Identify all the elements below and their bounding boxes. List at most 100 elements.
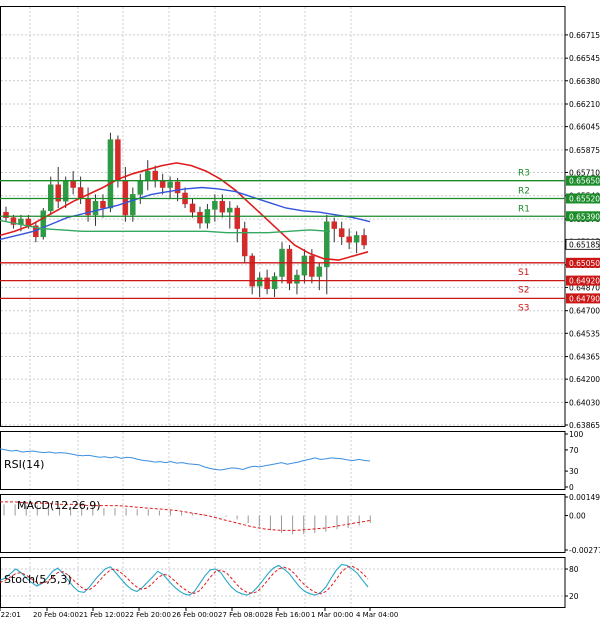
macd-panel: 0.001493 0.00 -0.002775 MACD(12,26,9)	[0, 493, 600, 555]
candle-bull	[227, 207, 233, 213]
price-tick-label: 0.64030	[569, 398, 600, 407]
candle-bear	[264, 277, 270, 290]
rsi-tick-label: 0	[569, 483, 574, 492]
candle-bear	[219, 200, 226, 213]
candle-bear	[122, 180, 129, 216]
level-price-label: 0.65520	[569, 194, 600, 203]
price-tick-label: 0.63865	[569, 421, 600, 430]
candle-bull	[324, 221, 330, 268]
x-tick-label: 28 Feb 16:00	[264, 611, 310, 619]
candle-bull	[92, 200, 99, 216]
x-tick-label: 4 Mar 04:00	[356, 611, 398, 619]
candle-bull	[144, 170, 151, 181]
candle-bear	[249, 255, 255, 287]
price-tick-label: 0.65710	[569, 168, 600, 177]
candle-bear	[241, 228, 248, 257]
price-tick-label: 0.64535	[569, 329, 600, 338]
candle-bull	[316, 266, 323, 277]
level-name-s3: S3	[518, 303, 529, 313]
candle-bear	[10, 217, 17, 225]
x-tick-label: 1 Mar 00:00	[311, 611, 353, 619]
x-tick-label: 22 Feb 20:00	[125, 611, 171, 619]
rsi-tick-label: 70	[569, 446, 579, 455]
candle-bull	[353, 235, 360, 243]
ma-long-line	[0, 219, 331, 234]
stoch-frame	[0, 557, 566, 608]
candle-bear	[174, 181, 181, 194]
current-price-box	[565, 238, 600, 250]
macd-frame	[0, 494, 566, 553]
candle-bear	[338, 228, 345, 238]
level-price-box	[566, 293, 600, 304]
level-price-box	[566, 275, 600, 286]
level-price-box	[566, 175, 600, 186]
level-price-box	[566, 257, 600, 268]
level-name-r2: R2	[518, 186, 530, 196]
level-name-r1: R1	[518, 204, 530, 214]
macd-tick-label: 0.001493	[569, 493, 600, 502]
stoch-signal-line	[0, 565, 369, 595]
candle-bull	[271, 276, 278, 290]
x-tick-label: 27 Feb 08:00	[218, 611, 264, 619]
rsi-tick-label: 30	[569, 467, 579, 476]
price-tick-label: 0.64700	[569, 307, 600, 316]
candle-bear	[152, 170, 158, 181]
candle-bull	[137, 180, 144, 195]
price-tick-label: 0.64200	[569, 375, 600, 384]
price-tick-label: 0.66045	[569, 123, 600, 132]
candle-bull	[294, 274, 300, 284]
candle-bear	[197, 211, 203, 224]
macd-label: MACD(12,26,9)	[17, 499, 101, 512]
x-tick-label: 21 Feb 12:00	[79, 611, 125, 619]
level-price-label: 0.64920	[569, 277, 600, 286]
macd-tick-label: 0.00	[569, 512, 586, 521]
candle-bear	[159, 180, 166, 188]
price-tick-label: 0.64870	[569, 283, 600, 292]
level-name-s2: S2	[518, 286, 529, 296]
level-price-label: 0.65050	[569, 259, 600, 268]
ma-slow-line	[0, 186, 371, 241]
candle-bear	[189, 203, 196, 213]
candle-bull	[40, 210, 47, 238]
macd-signal-line	[0, 501, 371, 531]
rsi-panel: 100 70 30 0 RSI(14)	[0, 430, 584, 492]
main-price-panel: 0.66715 0.66545 0.66380 0.66210 0.66045 0.658…	[0, 6, 600, 430]
rsi-line	[0, 448, 371, 471]
candle-bull	[212, 200, 218, 210]
price-tick-label: 0.66545	[569, 54, 600, 63]
level-price-box	[566, 211, 600, 222]
price-tick-label: 0.66210	[569, 100, 600, 109]
candle-bull	[167, 181, 173, 188]
current-price-label: 0.65185	[569, 240, 600, 249]
x-tick-label: Feb 22:01	[0, 611, 21, 619]
level-name-s1: S1	[518, 268, 529, 278]
candle-bull	[48, 184, 54, 212]
ma-fast-line	[0, 162, 369, 261]
x-tick-label: 20 Feb 04:00	[33, 611, 79, 619]
rsi-frame	[0, 431, 566, 490]
stoch-panel: 80 20 Stoch(5,5,3)	[0, 557, 579, 608]
candle-bear	[286, 248, 293, 284]
candle-bear	[70, 180, 76, 188]
candle-bear	[331, 221, 337, 229]
candle-bear	[346, 236, 352, 243]
price-tick-label: 0.66380	[569, 77, 600, 86]
price-tick-label: 0.64365	[569, 353, 600, 362]
stoch-label: Stoch(5,5,3)	[4, 573, 72, 586]
candle-bear	[361, 235, 367, 246]
macd-tick-label: -0.002775	[569, 546, 600, 555]
level-name-r3: R3	[518, 169, 530, 179]
candle-bull	[301, 255, 308, 276]
rsi-tick-label: 100	[569, 430, 584, 439]
candle-bull	[107, 139, 114, 209]
x-tick-label: 26 Feb 00:00	[172, 611, 218, 619]
level-price-box	[566, 193, 600, 204]
candle-bull	[256, 277, 263, 287]
stoch-tick-label: 80	[569, 565, 579, 574]
candle-bear	[309, 255, 315, 277]
stoch-tick-label: 20	[569, 592, 579, 601]
candle-bull	[130, 194, 136, 216]
rsi-label: RSI(14)	[4, 458, 44, 471]
